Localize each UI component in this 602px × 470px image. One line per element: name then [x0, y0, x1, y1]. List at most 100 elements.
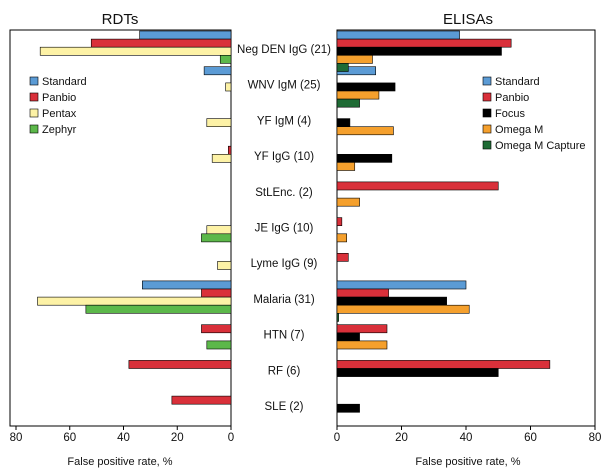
- rdt-tick-label-60: 60: [63, 432, 76, 444]
- rdt-bar-pentax-yf-igm-4: [206, 118, 232, 127]
- elisa-bars: [336, 30, 551, 413]
- elisa-bar-panbio-stlenc-2: [336, 181, 499, 191]
- elisa-bar-omega-m-capture-wnv-igm-25: [336, 98, 360, 108]
- rdt-legend-swatch-panbio: [29, 92, 39, 102]
- rdt-bar-pentax-malaria-31: [37, 296, 232, 306]
- elisa-bar-focus-wnv-igm-25: [336, 82, 396, 92]
- elisa-bar-omega-m-stlenc-2: [336, 197, 360, 207]
- elisa-bar-focus-rf-6: [336, 368, 499, 377]
- elisa-bar-omega-m-wnv-igm-25: [336, 90, 380, 100]
- rdt-x-ticks: 80 60 40 20 0: [10, 426, 234, 444]
- elisa-legend-swatch-omega-m-capture: [482, 140, 492, 150]
- rdt-bar-pentax-yf-igg-10: [211, 154, 232, 163]
- rdt-bar-standard-malaria-31: [142, 280, 232, 290]
- elisa-bar-focus-neg-den-igg-21: [336, 46, 502, 56]
- elisa-x-ticks: 0 20 40 60 80: [334, 426, 602, 444]
- rdt-legend-swatch-zephyr: [29, 124, 39, 134]
- elisa-panel: ELISAs 0 20 40 60 80 False positive rate, % …: [334, 11, 602, 468]
- elisa-bar-panbio-malaria-31: [336, 288, 389, 298]
- elisa-x-axis-title: False positive rate, %: [415, 456, 520, 468]
- rdt-bar-zephyr-htn-7: [206, 340, 232, 350]
- elisa-tick-label-20: 20: [395, 432, 408, 444]
- rdt-bar-standard-neg-den-igg-21: [139, 30, 232, 40]
- elisa-legend-label-omega-m: Omega M: [495, 124, 543, 136]
- elisa-bar-omega-m-capture-neg-den-igg-21: [336, 63, 349, 72]
- rdt-tick-label-40: 40: [117, 432, 130, 444]
- elisa-bar-focus-sle-2: [336, 403, 360, 413]
- rdt-bar-zephyr-je-igg-10: [201, 233, 232, 243]
- rdt-x-axis-title: False positive rate, %: [67, 456, 172, 468]
- elisa-bar-omega-m-capture-malaria-31: [336, 312, 339, 322]
- elisa-bar-focus-htn-7: [336, 332, 360, 342]
- rdt-legend-label-standard: Standard: [42, 76, 87, 88]
- category-label-je-igg-10: JE IgG (10): [255, 223, 314, 235]
- rdt-bars: [37, 30, 232, 405]
- rdt-legend-label-panbio: Panbio: [42, 92, 76, 104]
- elisa-bar-omega-m-malaria-31: [336, 304, 470, 314]
- elisa-bar-focus-yf-igm-4: [336, 118, 351, 127]
- rdt-legend-label-zephyr: Zephyr: [42, 124, 77, 136]
- category-label-sle-2: SLE (2): [265, 401, 304, 413]
- elisa-tick-label-60: 60: [524, 432, 537, 444]
- elisa-bar-standard-malaria-31: [336, 280, 467, 290]
- elisa-tick-label-80: 80: [589, 432, 602, 444]
- elisa-panel-title: ELISAs: [443, 11, 493, 28]
- elisa-bar-omega-m-neg-den-igg-21: [336, 54, 373, 64]
- elisa-legend-swatch-standard: [482, 76, 492, 86]
- category-label-wnv-igm-25: WNV IgM (25): [248, 80, 321, 92]
- elisa-bar-panbio-neg-den-igg-21: [336, 38, 512, 48]
- rdt-panel: RDTs 80 60 40 20 0 False positive rate, % St…: [9, 11, 234, 468]
- elisa-tick-label-0: 0: [334, 432, 340, 444]
- elisa-bar-focus-malaria-31: [336, 296, 447, 306]
- category-label-yf-igm-4: YF IgM (4): [257, 115, 311, 127]
- category-label-neg-den-igg-21: Neg DEN IgG (21): [237, 44, 331, 56]
- rdt-legend: Standard Panbio Pentax Zephyr: [29, 76, 87, 136]
- elisa-bar-panbio-lyme-igg-9: [336, 253, 349, 262]
- elisa-legend-label-standard: Standard: [495, 76, 540, 88]
- elisa-bar-omega-m-htn-7: [336, 340, 388, 350]
- elisa-bar-omega-m-yf-igm-4: [336, 126, 394, 136]
- rdt-bar-pentax-lyme-igg-9: [217, 261, 232, 270]
- elisa-legend-swatch-omega-m: [482, 124, 492, 134]
- rdt-tick-label-80: 80: [10, 432, 23, 444]
- rdt-tick-label-20: 20: [171, 432, 184, 444]
- elisa-bar-panbio-rf-6: [336, 360, 551, 369]
- rdt-bar-panbio-malaria-31: [201, 288, 232, 298]
- category-label-lyme-igg-9: Lyme IgG (9): [251, 258, 318, 270]
- category-label-yf-igg-10: YF IgG (10): [254, 151, 314, 163]
- elisa-bar-omega-m-je-igg-10: [336, 233, 347, 243]
- rdt-bar-zephyr-malaria-31: [85, 304, 232, 314]
- elisa-bar-panbio-je-igg-10: [336, 217, 343, 227]
- rdt-legend-label-pentax: Pentax: [42, 108, 77, 120]
- elisa-bar-standard-neg-den-igg-21: [336, 30, 460, 40]
- rdt-bar-pentax-wnv-igm-25: [225, 82, 232, 92]
- elisa-legend: Standard Panbio Focus Omega M Omega M Captur…: [482, 76, 585, 152]
- elisa-bar-focus-yf-igg-10: [336, 154, 393, 163]
- rdt-bar-standard-wnv-igm-25: [203, 66, 232, 76]
- elisa-legend-label-focus: Focus: [495, 108, 525, 120]
- elisa-tick-label-40: 40: [460, 432, 473, 444]
- rdt-legend-swatch-standard: [29, 76, 39, 86]
- elisa-legend-swatch-focus: [482, 108, 492, 118]
- rdt-bar-panbio-yf-igg-10: [228, 145, 232, 155]
- rdt-tick-label-0: 0: [228, 432, 234, 444]
- rdt-panel-title: RDTs: [102, 11, 139, 28]
- rdt-bar-pentax-je-igg-10: [206, 225, 232, 235]
- elisa-legend-label-panbio: Panbio: [495, 92, 529, 104]
- category-label-htn-7: HTN (7): [264, 330, 305, 342]
- category-label-rf-6: RF (6): [268, 365, 301, 377]
- rdt-bar-pentax-neg-den-igg-21: [39, 46, 232, 56]
- rdt-bar-panbio-sle-2: [171, 395, 232, 405]
- elisa-bar-panbio-htn-7: [336, 324, 388, 334]
- category-label-stlenc-2: StLEnc. (2): [255, 187, 313, 199]
- category-labels: Neg DEN IgG (21) WNV IgM (25) YF IgM (4) YF…: [237, 44, 331, 413]
- rdt-bar-panbio-htn-7: [201, 324, 232, 334]
- rdt-legend-swatch-pentax: [29, 108, 39, 118]
- elisa-bar-omega-m-yf-igg-10: [336, 162, 356, 171]
- elisa-legend-label-omega-m-capture: Omega M Capture: [495, 140, 585, 152]
- rdt-bar-zephyr-neg-den-igg-21: [219, 54, 232, 64]
- rdt-bar-panbio-rf-6: [128, 360, 232, 369]
- rdt-bar-panbio-neg-den-igg-21: [90, 38, 232, 48]
- elisa-legend-swatch-panbio: [482, 92, 492, 102]
